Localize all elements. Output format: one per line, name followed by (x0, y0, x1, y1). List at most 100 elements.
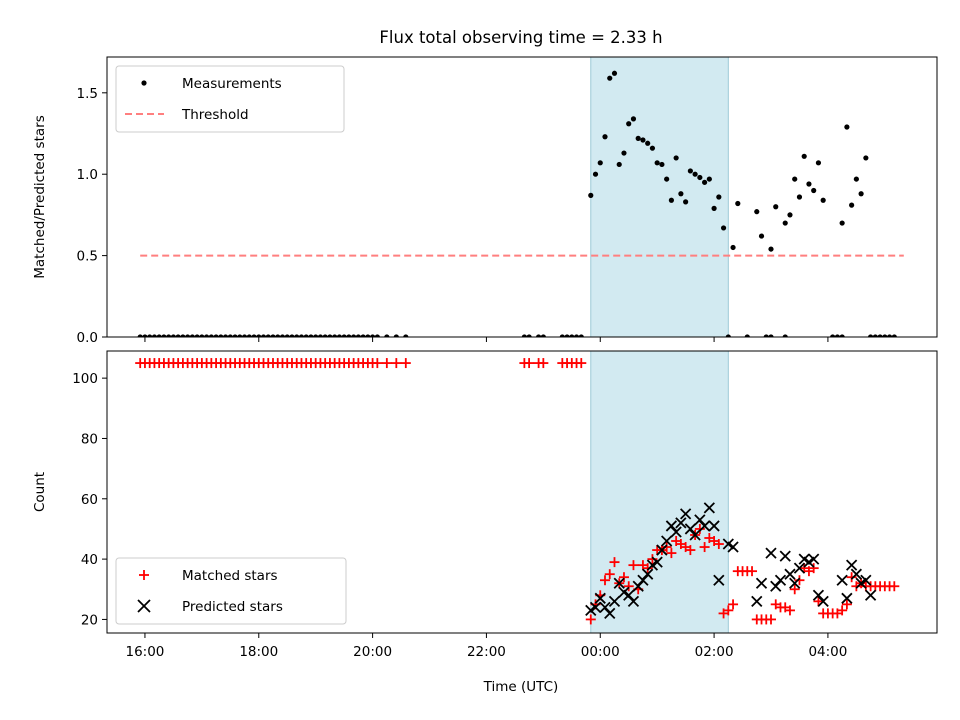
data-point (889, 581, 900, 592)
data-point (725, 334, 731, 337)
y-tick-label: 1.0 (77, 167, 98, 183)
data-point (684, 523, 697, 535)
data-point (608, 595, 621, 607)
x-stroke-b (623, 589, 635, 601)
data-point (651, 556, 663, 568)
data-point (251, 334, 257, 337)
data-point (811, 187, 817, 194)
data-point (613, 577, 625, 589)
data-point (647, 554, 658, 565)
data-point (678, 191, 684, 197)
series-predicted-stars (585, 502, 877, 620)
data-point (600, 575, 610, 586)
y-tick-label: 80 (81, 431, 98, 447)
data-point (845, 559, 858, 571)
data-point (839, 220, 845, 226)
panel-star-counts: 16:00 18:00 20:00 22:00 00:00 02:00 04:00 20 40 6… (32, 350, 938, 660)
x-stroke-b (684, 523, 697, 535)
data-point (801, 153, 807, 159)
data-point (673, 155, 679, 161)
data-point (156, 334, 162, 337)
legend: Measurements Threshold (115, 65, 345, 133)
data-point (521, 334, 527, 337)
data-point (284, 334, 290, 337)
data-point (241, 334, 248, 337)
data-point (713, 539, 724, 550)
data-point (782, 334, 788, 337)
data-point (661, 542, 672, 553)
x-stroke-b (850, 568, 863, 580)
legend-box (115, 65, 345, 133)
data-point (711, 205, 717, 211)
x-stroke-b (812, 589, 825, 601)
data-point (232, 334, 238, 337)
data-point (637, 574, 649, 586)
x-stroke-b (774, 574, 787, 586)
data-point (649, 145, 656, 151)
x-tick-label: 22:00 (467, 644, 506, 660)
data-point (374, 334, 380, 337)
data-point (692, 171, 698, 177)
data-point (611, 70, 618, 76)
data-point (621, 150, 627, 156)
y-tick-label: 0.0 (77, 330, 98, 346)
data-point (830, 334, 836, 337)
data-point (774, 574, 787, 586)
legend-label: Measurements (182, 76, 282, 92)
y-tick-label: 20 (81, 612, 98, 628)
legend-label: Threshold (181, 107, 249, 123)
data-point (626, 121, 632, 127)
data-point (313, 334, 319, 337)
data-point (751, 595, 763, 607)
data-point (540, 334, 546, 337)
data-point (886, 334, 893, 337)
x-tick-label: 20:00 (353, 644, 392, 660)
x-stroke-b (656, 544, 668, 556)
x-stroke-b (632, 580, 644, 592)
data-point (602, 134, 608, 140)
data-point (868, 334, 874, 337)
data-point (813, 596, 824, 607)
data-point (642, 563, 653, 574)
x-stroke-b (765, 547, 777, 559)
axes-frame (106, 56, 938, 338)
x-stroke-b (689, 529, 701, 541)
data-point (794, 575, 805, 586)
legend-swatch (137, 599, 151, 613)
data-point (604, 607, 616, 620)
data-point (142, 334, 148, 337)
data-point (815, 160, 822, 166)
data-point (578, 334, 584, 337)
data-point (773, 204, 779, 210)
series-measurements (137, 70, 897, 337)
x-tick-label: 00:00 (581, 644, 620, 660)
legend-label: Matched stars (182, 568, 278, 584)
x-tick-label: 04:00 (808, 644, 847, 660)
data-point (632, 580, 644, 592)
data-point (260, 334, 267, 337)
data-point (839, 334, 845, 337)
x-stroke-b (727, 541, 739, 553)
data-point (703, 502, 715, 514)
data-point (766, 614, 776, 625)
x-stroke-b (798, 553, 810, 565)
data-point (702, 179, 708, 185)
data-point (723, 605, 734, 616)
data-point (735, 200, 741, 207)
data-point (355, 334, 361, 337)
data-point (687, 168, 693, 174)
data-point (536, 334, 542, 337)
data-point (768, 246, 774, 252)
data-point (322, 334, 328, 337)
data-point (685, 545, 696, 556)
data-point (564, 334, 570, 337)
data-point (538, 358, 549, 369)
x-stroke-b (751, 595, 763, 607)
x-stroke-b (755, 577, 768, 589)
data-point (661, 535, 673, 547)
x-stroke-b (589, 601, 602, 614)
y-tick-label: 60 (81, 492, 98, 508)
data-point (812, 589, 825, 601)
data-point (208, 334, 214, 337)
